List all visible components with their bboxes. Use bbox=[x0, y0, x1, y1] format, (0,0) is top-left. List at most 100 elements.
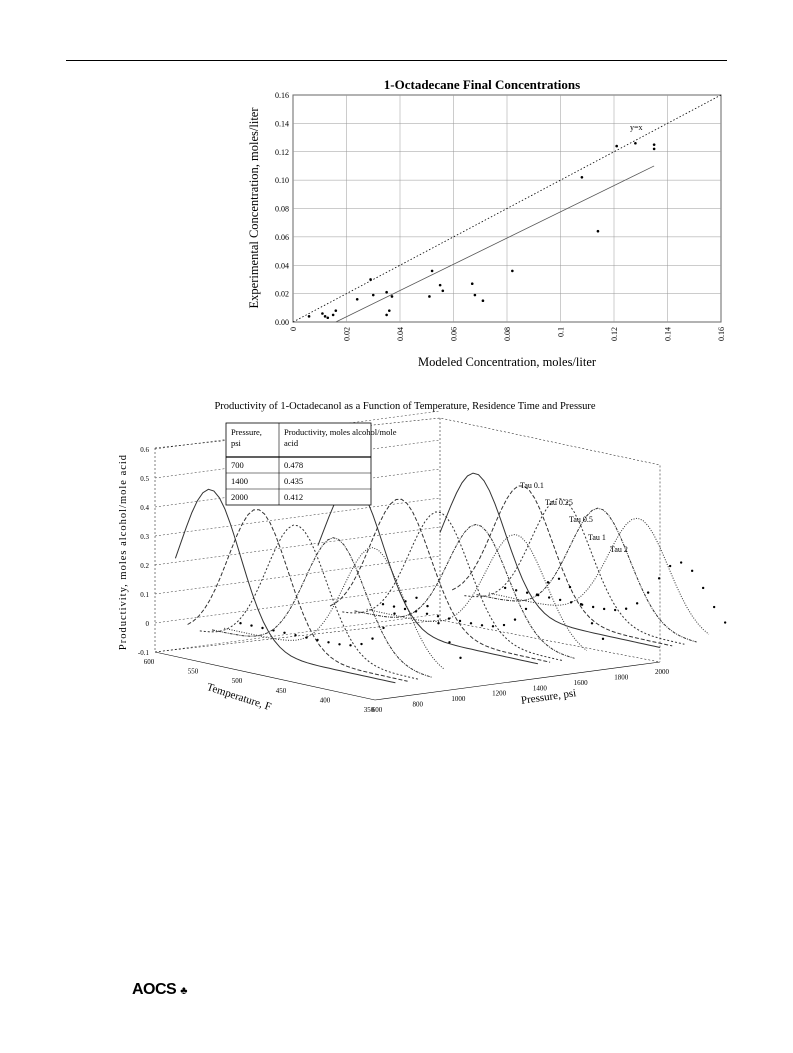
chart2-data-point bbox=[679, 561, 683, 564]
legend-table: Pressure, psi Productivity, moles alcohol… bbox=[225, 422, 397, 506]
chart1-data-point bbox=[441, 289, 445, 293]
chart2-pressure-tick-label: 1200 bbox=[492, 690, 507, 698]
chart2-data-point bbox=[239, 622, 242, 625]
chart2-pressure-tick-label: 600 bbox=[372, 706, 383, 714]
chart2-data-point bbox=[448, 641, 451, 644]
chart2-z-tick-label: 0.2 bbox=[140, 562, 149, 570]
chart2-data-point bbox=[502, 623, 506, 627]
chart2-z-tick-label: 0.6 bbox=[140, 446, 149, 454]
chart2-data-point bbox=[382, 626, 385, 630]
chart1-x-tick-label: 0.06 bbox=[450, 327, 459, 341]
chart2-data-point bbox=[404, 600, 407, 603]
chart2-curve bbox=[174, 488, 396, 684]
chart2-pressure-label: Pressure, psi bbox=[520, 687, 577, 707]
chart2-temperature-label: Temperature, F bbox=[205, 681, 272, 713]
chart1-y-tick-label: 0.06 bbox=[275, 233, 289, 242]
chart2-z-tick-label: -0.1 bbox=[138, 649, 150, 657]
chart2-data-point bbox=[491, 625, 495, 628]
chart2-z-axis-label: Productivity, moles alcohol/mole acid bbox=[118, 454, 129, 650]
chart2-temperature-tick-label: 600 bbox=[144, 658, 155, 666]
chart2-data-point bbox=[557, 577, 561, 580]
chart1-y-tick-label: 0.00 bbox=[275, 318, 289, 327]
aocs-logo: AOCS ♣ bbox=[132, 981, 187, 999]
chart1-x-tick-label: 0.04 bbox=[396, 327, 405, 341]
chart1-data-point bbox=[369, 278, 372, 281]
chart2-pressure-ticks: 600 800 1000 1200 1400 1600 1800 2000 bbox=[372, 668, 670, 714]
chart2-data-point bbox=[547, 596, 551, 599]
chart1-data-point bbox=[652, 143, 656, 146]
chart1-data-point bbox=[430, 269, 434, 273]
legend-row-pressure: 700 bbox=[231, 460, 244, 470]
chart2-data-point bbox=[635, 602, 639, 605]
chart2-z-gridline bbox=[154, 555, 441, 595]
chart1-data-point bbox=[580, 175, 584, 179]
chart2-pressure-tick-label: 1000 bbox=[451, 695, 466, 703]
chart1-data-point bbox=[371, 293, 375, 297]
chart1-x-axis-label: Modeled Concentration, moles/liter bbox=[418, 355, 597, 369]
chart2-data-point bbox=[316, 638, 319, 642]
chart1-y-tick-label: 0.02 bbox=[275, 290, 289, 299]
chart2-data-point bbox=[371, 637, 374, 640]
chart2-pressure-tick-label: 800 bbox=[412, 701, 423, 709]
chart1-y-ticks: 0.00 0.02 0.04 0.06 0.08 0.10 0.12 0.14 0.16 bbox=[275, 91, 289, 327]
chart1-data-point bbox=[615, 144, 618, 148]
chart2-data-point bbox=[425, 612, 429, 615]
chart2-series-label: Tau 0.5 bbox=[569, 515, 593, 524]
chart1-data-point bbox=[385, 290, 388, 294]
chart2-z-tick-label: 0.1 bbox=[140, 591, 149, 599]
chart2-data-point bbox=[459, 656, 462, 660]
legend-header-pressure: Pressure, psi bbox=[231, 427, 262, 448]
chart2-data-point bbox=[360, 642, 363, 646]
chart1-y-axis-label: Experimental Concentration, moles/liter bbox=[247, 107, 261, 309]
chart2-pressure-tick-label: 1400 bbox=[533, 684, 548, 692]
chart2-z-gridline bbox=[154, 526, 441, 566]
chart2-series-label: Tau 2 bbox=[610, 545, 628, 554]
chart2-data-point bbox=[503, 586, 507, 590]
chart2-data-point bbox=[349, 644, 352, 647]
chart2-data-point bbox=[437, 622, 440, 625]
chart2-curve bbox=[451, 485, 673, 647]
chart2-data-point bbox=[613, 608, 617, 612]
chart1-grid bbox=[292, 94, 722, 323]
chart2-data-point bbox=[458, 619, 462, 623]
chart1-data-point bbox=[334, 309, 338, 312]
chart2-z-tick-label: 0.4 bbox=[140, 504, 149, 512]
chart2-data-point bbox=[701, 586, 705, 590]
chart2-data-point bbox=[569, 601, 573, 604]
chart2-floor bbox=[154, 651, 661, 701]
chart2-pressure-tick-label: 2000 bbox=[655, 668, 670, 676]
chart1-data-point bbox=[307, 315, 311, 318]
chart2-curves bbox=[174, 472, 710, 684]
aocs-logo-mark-icon: ♣ bbox=[180, 985, 187, 997]
chart2-curve bbox=[464, 497, 685, 645]
header-rule bbox=[66, 60, 727, 61]
chart2-data-point bbox=[436, 614, 440, 618]
chart2-data-point bbox=[580, 603, 584, 606]
chart2-z-tick-label: 0.3 bbox=[140, 533, 149, 541]
chart1-data-point bbox=[390, 295, 394, 298]
chart2-temperature-tick-label: 400 bbox=[320, 696, 331, 704]
chart2-data-point bbox=[305, 636, 308, 639]
chart2-data-point bbox=[393, 612, 396, 615]
chart2-points bbox=[239, 561, 727, 660]
chart1-data-point bbox=[323, 315, 327, 318]
chart2-curve bbox=[439, 472, 661, 648]
chart2-title: Productivity of 1-Octadecanol as a Funct… bbox=[214, 401, 595, 412]
chart1-data-point bbox=[388, 309, 391, 312]
chart2-data-point bbox=[327, 641, 330, 644]
chart2-data-point bbox=[524, 607, 528, 611]
chart1-y-tick-label: 0.08 bbox=[275, 205, 289, 214]
chart1-data-point bbox=[481, 299, 485, 303]
chart2-data-point bbox=[525, 591, 529, 594]
chart2-curve bbox=[354, 523, 575, 659]
chart1-x-tick-label: 0 bbox=[289, 327, 298, 331]
chart2-data-point bbox=[514, 589, 518, 592]
scatter-chart: 1-Octadecane Final Concentrations 0 0.02 0… bbox=[247, 77, 726, 369]
chart2-data-point bbox=[283, 631, 286, 634]
chart2-data-point bbox=[723, 621, 727, 624]
chart1-data-point bbox=[428, 295, 431, 298]
chart1-y-tick-label: 0.04 bbox=[275, 261, 289, 270]
chart1-y-tick-label: 0.14 bbox=[275, 119, 289, 128]
chart2-data-point bbox=[447, 617, 451, 620]
